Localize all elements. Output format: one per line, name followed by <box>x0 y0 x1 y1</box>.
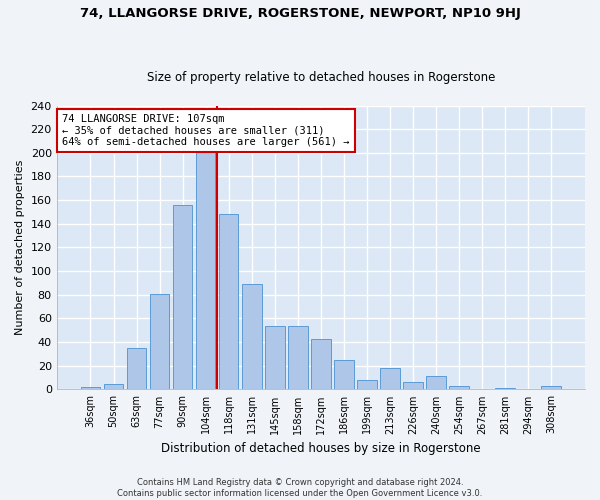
Bar <box>541 386 561 390</box>
Bar <box>80 387 100 390</box>
Bar <box>242 284 262 390</box>
Bar <box>403 382 423 390</box>
Bar <box>426 376 446 390</box>
Bar <box>150 294 169 390</box>
Bar <box>127 348 146 390</box>
Bar <box>196 150 215 390</box>
Bar <box>288 326 308 390</box>
Bar <box>449 386 469 390</box>
Y-axis label: Number of detached properties: Number of detached properties <box>15 160 25 335</box>
Text: 74, LLANGORSE DRIVE, ROGERSTONE, NEWPORT, NP10 9HJ: 74, LLANGORSE DRIVE, ROGERSTONE, NEWPORT… <box>80 8 520 20</box>
Title: Size of property relative to detached houses in Rogerstone: Size of property relative to detached ho… <box>146 70 495 84</box>
Bar <box>265 326 284 390</box>
Bar <box>357 380 377 390</box>
Bar <box>334 360 353 390</box>
Bar <box>496 388 515 390</box>
Bar <box>311 338 331 390</box>
Text: Contains HM Land Registry data © Crown copyright and database right 2024.
Contai: Contains HM Land Registry data © Crown c… <box>118 478 482 498</box>
Bar <box>380 368 400 390</box>
Bar <box>173 205 193 390</box>
Bar <box>219 214 238 390</box>
Bar <box>104 384 123 390</box>
Text: 74 LLANGORSE DRIVE: 107sqm
← 35% of detached houses are smaller (311)
64% of sem: 74 LLANGORSE DRIVE: 107sqm ← 35% of deta… <box>62 114 349 147</box>
X-axis label: Distribution of detached houses by size in Rogerstone: Distribution of detached houses by size … <box>161 442 481 455</box>
